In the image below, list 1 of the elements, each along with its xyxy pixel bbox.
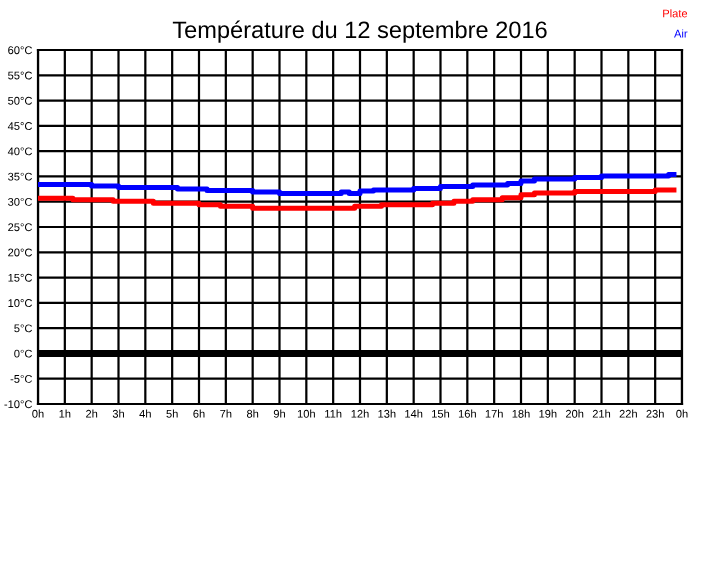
chart-title: Température du 12 septembre 2016 <box>172 20 547 43</box>
